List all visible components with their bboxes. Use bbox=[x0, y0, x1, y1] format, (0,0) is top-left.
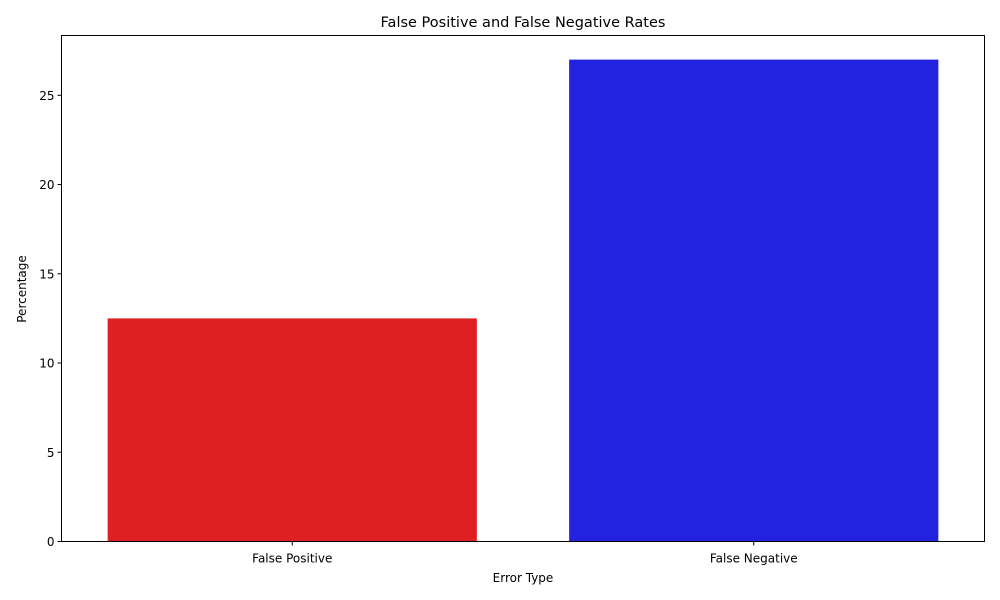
bars-group bbox=[107, 59, 939, 542]
y-tick-label: 25 bbox=[39, 89, 54, 103]
chart-title: False Positive and False Negative Rates bbox=[381, 15, 666, 31]
x-axis-ticks: False Positive False Negative bbox=[252, 541, 798, 566]
x-axis-label: Error Type bbox=[493, 571, 554, 585]
y-axis-ticks: 0 5 10 15 20 25 bbox=[39, 89, 62, 549]
y-tick-label: 10 bbox=[39, 357, 54, 371]
y-axis-label: Percentage bbox=[15, 255, 29, 323]
y-tick-label: 15 bbox=[39, 267, 54, 281]
bar-false-positive bbox=[107, 318, 477, 542]
plot-frame bbox=[61, 35, 985, 542]
y-tick-label: 5 bbox=[47, 446, 55, 460]
x-tick-label: False Positive bbox=[252, 552, 332, 566]
y-tick-label: 0 bbox=[47, 535, 55, 549]
x-tick-label: False Negative bbox=[710, 552, 798, 566]
y-tick-label: 20 bbox=[39, 178, 54, 192]
bar-false-negative bbox=[569, 59, 939, 542]
